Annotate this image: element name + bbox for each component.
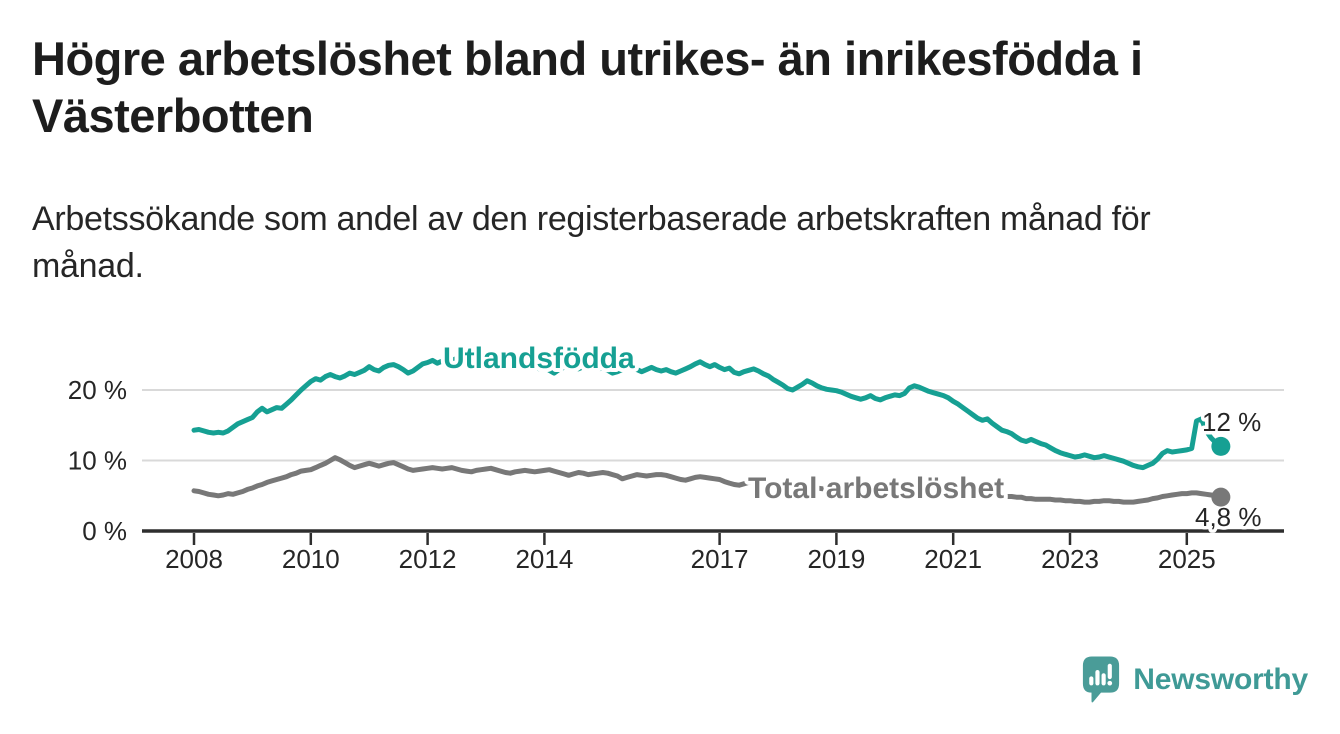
- logo-bar-chart-icon: [1089, 663, 1113, 686]
- newsworthy-logo: Newsworthy: [1082, 652, 1308, 708]
- end-value-label-utlandsfodda: 12 %: [1202, 407, 1261, 437]
- x-tick-label: 2017: [691, 544, 749, 574]
- x-tick-label: 2012: [399, 544, 457, 574]
- series-label-utlandsfodda: Utlandsfödda: [443, 342, 635, 375]
- logo-bubble-shape: [1083, 656, 1120, 703]
- series-lines: [191, 355, 1224, 505]
- x-tick-label: 2019: [807, 544, 865, 574]
- logo-exclamation-dot: [1107, 680, 1113, 686]
- y-tick-label: 20 %: [68, 375, 127, 405]
- series-label-total-arbetsloshet: Total arbetslöshet: [748, 472, 1004, 505]
- gridlines: [142, 389, 1284, 462]
- x-tick-label: 2010: [282, 544, 340, 574]
- logo-exclamation-stem: [1107, 663, 1113, 680]
- newsworthy-wordmark: Newsworthy: [1133, 663, 1308, 696]
- page-title: Högre arbetslöshet bland utrikes- än inr…: [32, 32, 1143, 142]
- x-tick-label: 2021: [924, 544, 982, 574]
- x-tick-label: 2008: [165, 544, 223, 574]
- x-tick-label: 2023: [1041, 544, 1099, 574]
- x-tick-label: 2025: [1158, 544, 1216, 574]
- series-end-dots: [1211, 436, 1231, 507]
- page-subtitle: Arbetssökande som andel av den registerb…: [32, 200, 1151, 285]
- newsworthy-logo-icon: [1083, 656, 1120, 703]
- x-axis: 2008 2010 2012 2014 2017 2019 2021 2023 2025: [142, 529, 1284, 574]
- series-line-utlandsfodda: [191, 355, 1224, 471]
- x-tick-label: 2014: [515, 544, 573, 574]
- y-tick-label: 0 %: [82, 516, 127, 546]
- series-line-total-arbetsloshet: [191, 455, 1224, 505]
- end-dot-total-arbetsloshet: [1211, 487, 1231, 507]
- end-value-label-total: 4,8 %: [1195, 502, 1262, 532]
- y-axis-labels: 0 % 10 % 20 %: [68, 375, 127, 546]
- end-dot-utlandsfodda: [1211, 436, 1231, 456]
- y-tick-label: 10 %: [68, 446, 127, 476]
